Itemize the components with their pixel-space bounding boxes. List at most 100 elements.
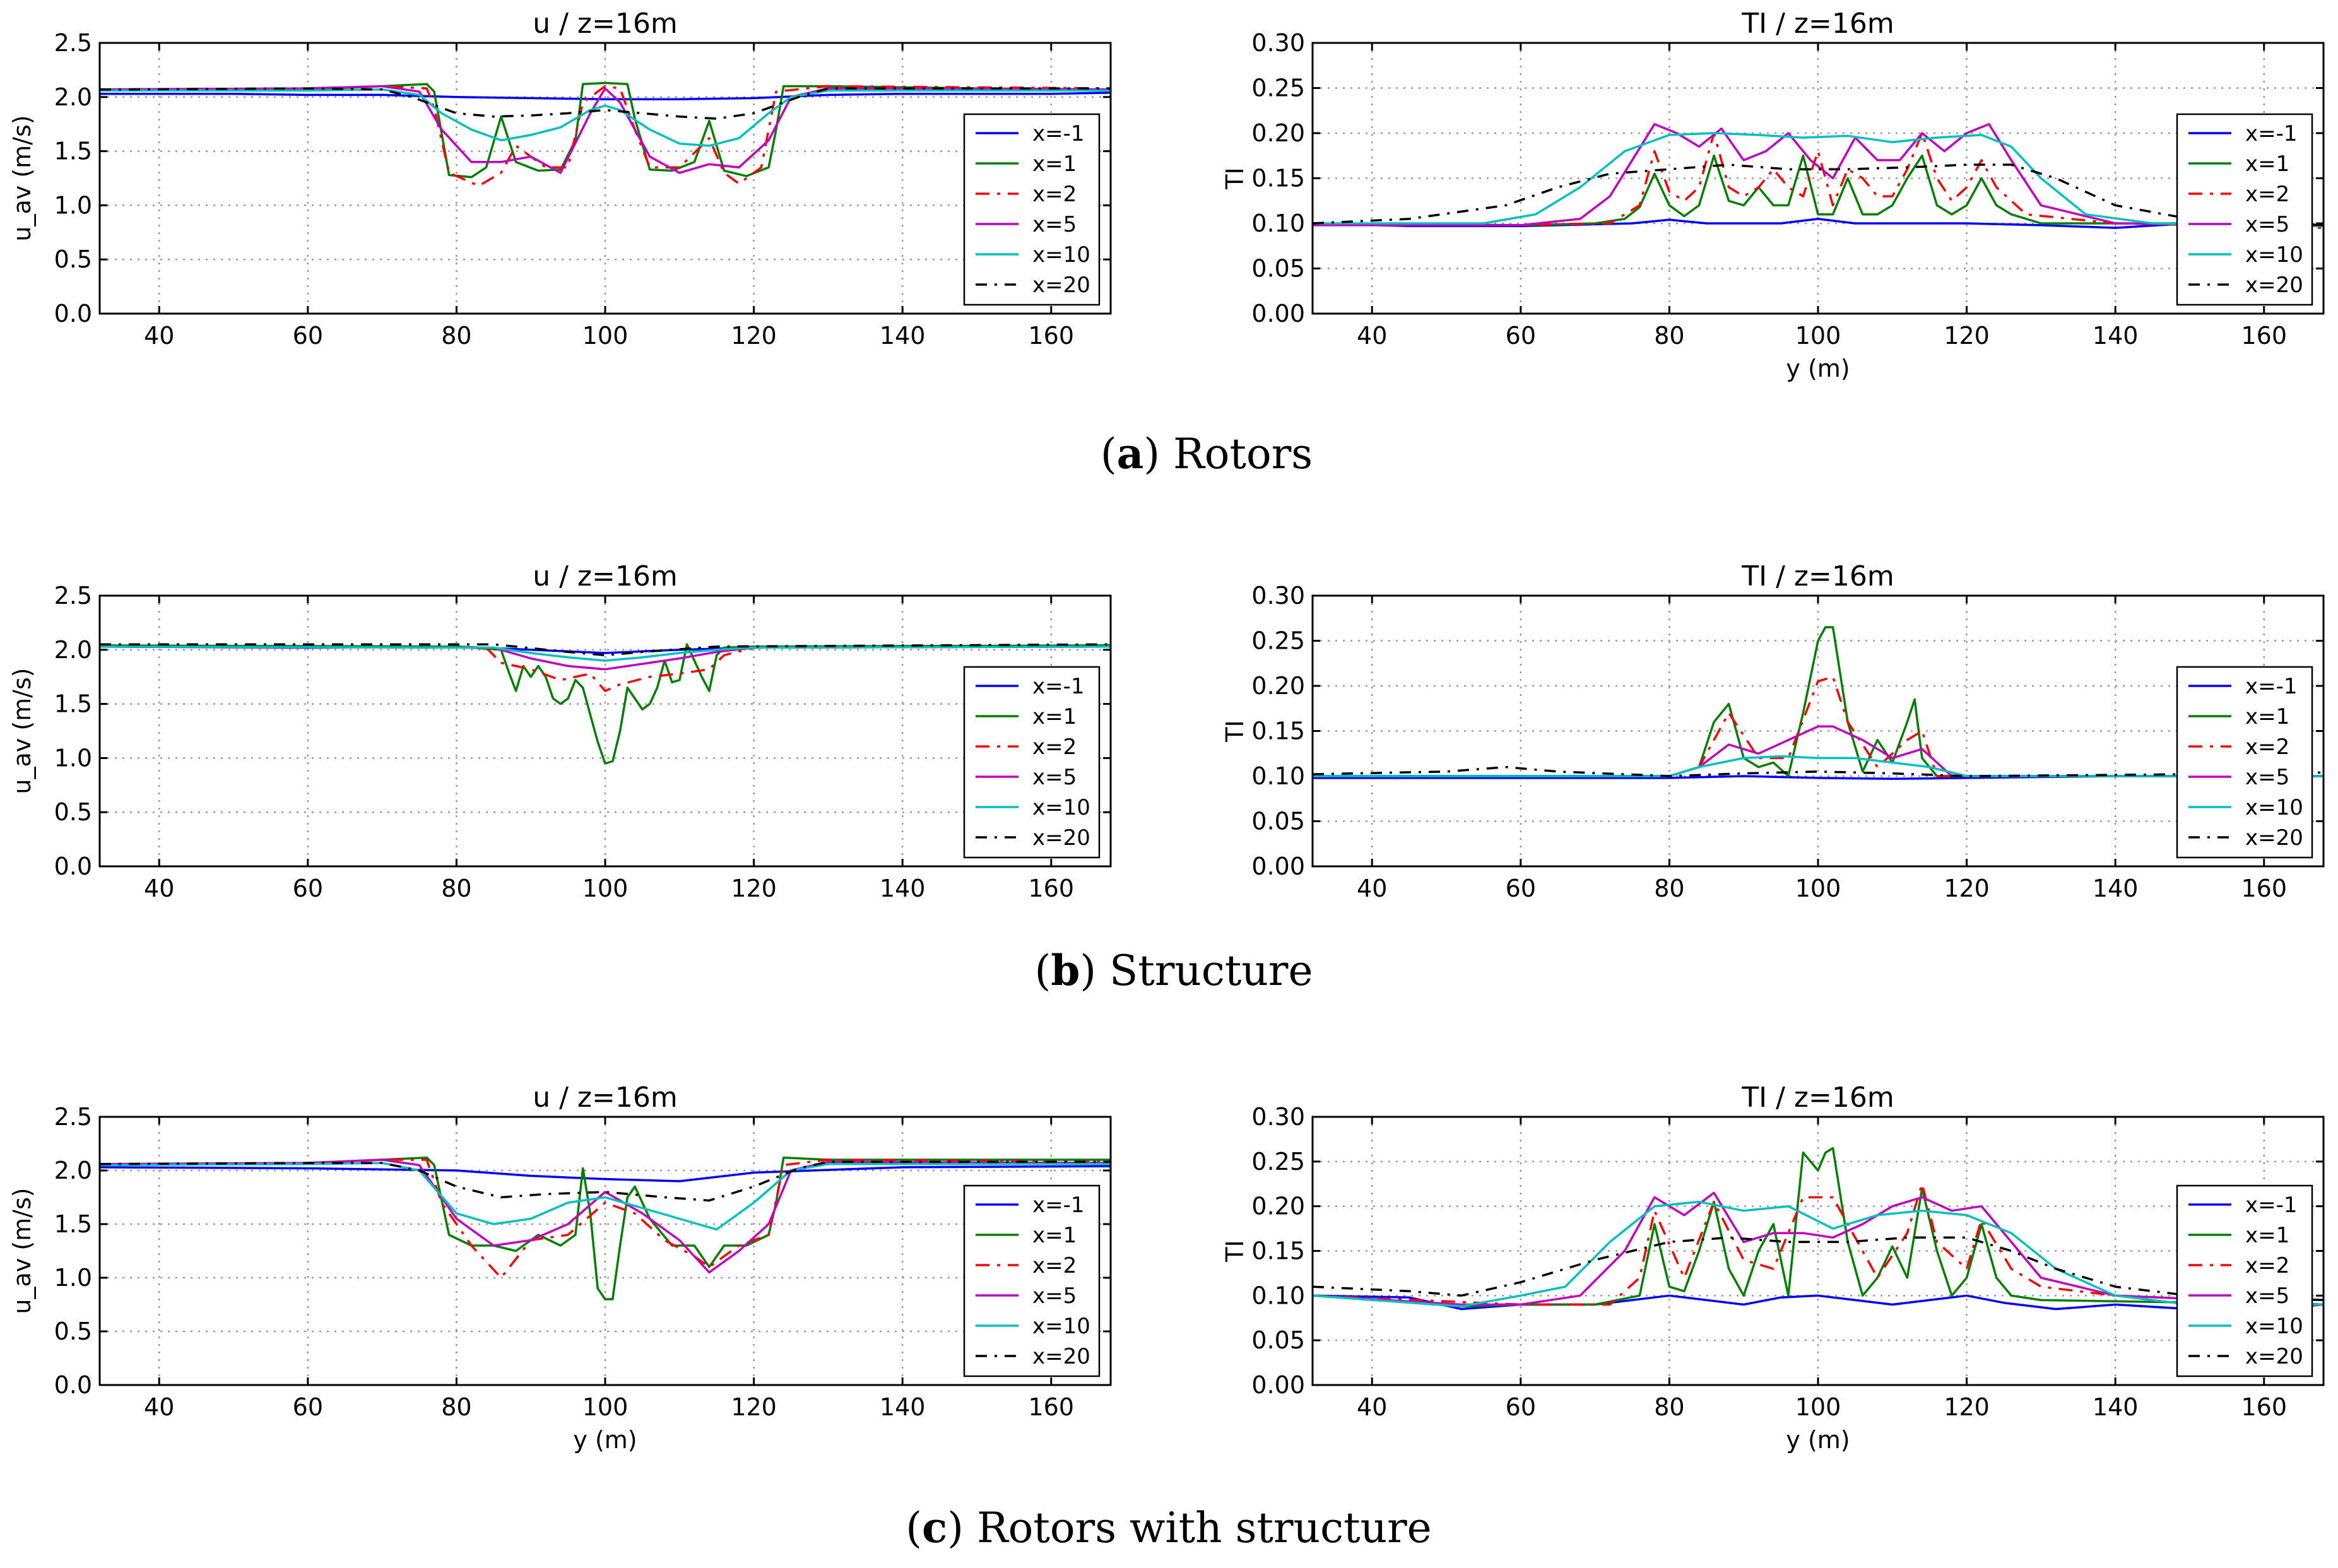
x-tick-label: 160: [2241, 875, 2287, 902]
x-tick-label: 40: [1357, 875, 1387, 902]
chart-title: TI / z=16m: [1741, 1082, 1894, 1114]
chart-title: TI / z=16m: [1741, 8, 1894, 40]
legend-label-x=1: x=1: [2245, 1223, 2289, 1248]
x-tick-label: 60: [1506, 1393, 1536, 1421]
x-tick-label: 140: [2093, 322, 2139, 350]
x-tick-label: 120: [1944, 875, 1990, 902]
x-tick-label: 160: [1028, 1393, 1074, 1421]
legend-label-x=5: x=5: [2245, 212, 2289, 237]
series-group: [1313, 626, 2323, 781]
legend-label-x=2: x=2: [1032, 734, 1077, 760]
legend-label-x=5: x=5: [2245, 765, 2289, 790]
series-line-x=-1: [100, 1165, 1111, 1182]
legend-box: [2176, 666, 2313, 859]
series-group: [1313, 1147, 2323, 1311]
legend-label-x=5: x=5: [1032, 765, 1077, 790]
x-tick-label: 140: [880, 322, 926, 350]
plot-frame: [98, 1116, 1112, 1386]
y-tick-label: 2.0: [54, 83, 92, 111]
chart-2: u / z=16m 40 60 80 100 120 140 160 0.0 0.5 1.0 1.5 2…: [8, 560, 1112, 902]
series-line-x=20: [100, 1160, 1111, 1202]
legend-label-x=2: x=2: [1032, 1253, 1077, 1278]
series-line-x=20: [100, 87, 1111, 120]
series-line-x=-1: [100, 91, 1111, 100]
x-tick-label: 160: [2241, 1393, 2287, 1421]
x-tick-label: 60: [293, 875, 323, 902]
y-tick-label: 0.20: [1251, 119, 1305, 147]
charts-layer: u / z=16m 40 60 80 100 120 140 160 0.0 0.5 1.0 1.5 2…: [8, 8, 2325, 1454]
y-tick-label: 0.15: [1251, 717, 1305, 745]
y-tick-label: 2.5: [54, 29, 92, 57]
chart-4: u / z=16m 40 60 80 100 120 140 160 0.0 0.5 1.0 1.5 2…: [8, 1082, 1112, 1454]
x-tick-label: 80: [1654, 875, 1684, 902]
legend-label-x=-1: x=-1: [2245, 674, 2298, 699]
x-tick-label: 120: [731, 875, 777, 902]
series-group: [100, 81, 1111, 187]
x-tick-label: 140: [880, 875, 926, 902]
plot-frame: [98, 42, 1112, 315]
x-tick-label: 100: [1795, 1393, 1841, 1421]
y-tick-label: 1.0: [54, 1264, 92, 1292]
series-line-x=2: [1313, 132, 2323, 229]
y-tick-label: 2.0: [54, 636, 92, 664]
x-tick-label: 120: [1944, 1393, 1990, 1421]
x-tick-label: 40: [144, 875, 174, 902]
series-line-x=10: [1313, 132, 2323, 228]
x-tick-label: 120: [1944, 322, 1990, 350]
series-line-x=5: [1313, 122, 2323, 228]
y-tick-label: 0.5: [54, 1317, 92, 1345]
legend: x=-1 x=1 x=2 x=5 x=10 x=20: [963, 113, 1101, 306]
y-axis-label: TI: [1221, 720, 1249, 742]
y-tick-label: 0.25: [1251, 1148, 1305, 1176]
y-tick-label: 0.30: [1251, 1103, 1305, 1131]
legend-label-x=20: x=20: [2245, 825, 2303, 851]
legend-label-x=10: x=10: [2245, 795, 2303, 820]
x-tick-label: 120: [731, 322, 777, 350]
series-line-x=1: [1313, 154, 2323, 228]
series-group: [1313, 122, 2323, 229]
y-tick-label: 0.10: [1251, 762, 1305, 790]
x-tick-label: 160: [1028, 322, 1074, 350]
legend: x=-1 x=1 x=2 x=5 x=10 x=20: [963, 1184, 1101, 1377]
x-tick-label: 80: [1654, 322, 1684, 350]
chart-title: TI / z=16m: [1741, 560, 1894, 592]
series-line-x=20: [1313, 765, 2323, 777]
y-tick-label: 0.0: [54, 300, 92, 327]
y-tick-label: 0.05: [1251, 255, 1305, 283]
series-line-x=10: [100, 645, 1111, 662]
legend-label-x=20: x=20: [1032, 825, 1090, 851]
caption-a: (a) Rotors: [1101, 429, 1313, 478]
legend-box: [2176, 113, 2313, 306]
y-tick-label: 0.20: [1251, 1193, 1305, 1220]
legend-label-x=1: x=1: [1032, 151, 1077, 177]
series-line-x=20: [1313, 163, 2323, 227]
series-line-x=20: [100, 643, 1111, 657]
legend-label-x=-1: x=-1: [1032, 1193, 1085, 1218]
caption-c: (c) Rotors with structure: [906, 1503, 1431, 1552]
series-line-x=5: [100, 1158, 1111, 1274]
chart-title: u / z=16m: [533, 1082, 678, 1114]
plot-frame: [1311, 1116, 2325, 1386]
x-tick-label: 40: [1357, 322, 1387, 350]
legend-label-x=5: x=5: [2245, 1283, 2289, 1309]
x-tick-label: 100: [582, 1393, 629, 1421]
chart-3: TI / z=16m 40 60 80 100 120 140 160 0.00 0.05 0.10…: [1221, 560, 2325, 902]
legend-label-x=20: x=20: [2245, 1344, 2303, 1369]
x-tick-label: 100: [1795, 875, 1841, 902]
y-axis-label: TI: [1221, 167, 1249, 189]
legend-label-x=-1: x=-1: [1032, 121, 1085, 146]
x-tick-label: 160: [2241, 322, 2287, 350]
x-tick-label: 40: [144, 322, 174, 350]
series-group: [100, 1156, 1111, 1300]
y-tick-label: 0.30: [1251, 29, 1305, 57]
legend-label-x=20: x=20: [1032, 1344, 1090, 1369]
plot-frame: [98, 594, 1112, 868]
legend: x=-1 x=1 x=2 x=5 x=10 x=20: [2176, 666, 2313, 859]
x-tick-label: 60: [1506, 322, 1536, 350]
y-tick-label: 0.25: [1251, 627, 1305, 655]
legend-label-x=2: x=2: [2245, 182, 2289, 207]
legend-box: [963, 1184, 1101, 1377]
series-line-x=10: [1313, 1200, 2323, 1308]
y-tick-label: 1.5: [54, 690, 92, 718]
